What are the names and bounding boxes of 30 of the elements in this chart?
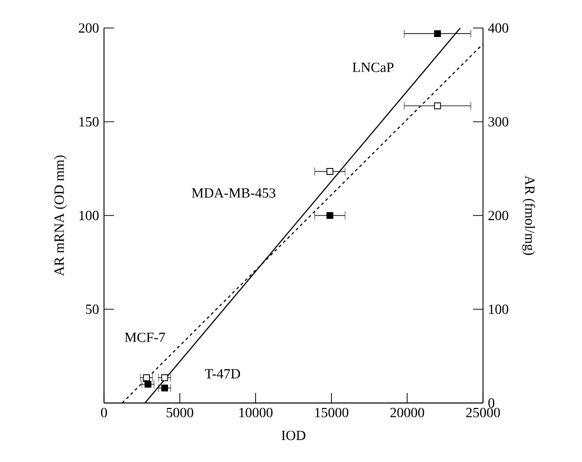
y-tick-label: 200 — [78, 23, 99, 33]
x-tick-label: 10000 — [239, 408, 272, 418]
y2-tick-label: 300 — [488, 117, 508, 126]
annotation: MCF-7 — [124, 332, 166, 342]
x-tick-label: 0 — [101, 408, 107, 418]
y2-axis-title: AR (fmol/mg) — [522, 176, 536, 255]
y2-tick-label: 200 — [488, 210, 508, 220]
point — [161, 374, 168, 382]
point — [434, 102, 441, 110]
annotation: T-47D — [204, 369, 240, 378]
x-axis-title: IOD — [282, 430, 306, 440]
point — [161, 384, 168, 392]
x-tick-label: 15000 — [315, 408, 348, 418]
y2-tick-label: 100 — [489, 304, 508, 314]
point — [434, 30, 441, 38]
y2-tick-label: 400 — [488, 23, 508, 33]
y-tick-label: 50 — [86, 304, 99, 314]
x-tick-label: 20000 — [390, 408, 424, 418]
x-tick-label: 5000 — [166, 408, 194, 418]
annotation: LNCaP — [352, 62, 394, 72]
point — [326, 168, 334, 175]
y2-tick-label: 0 — [488, 398, 494, 408]
annotation: MDA-MB-453 — [192, 188, 276, 198]
point — [144, 380, 152, 388]
y-tick-label: 150 — [79, 117, 99, 126]
point — [143, 374, 150, 382]
x-tick-label: 25000 — [466, 408, 500, 418]
y-axis-title: AR mRNA (OD mm) — [54, 156, 67, 276]
point — [326, 212, 334, 219]
y-tick-label: 100 — [79, 210, 99, 220]
